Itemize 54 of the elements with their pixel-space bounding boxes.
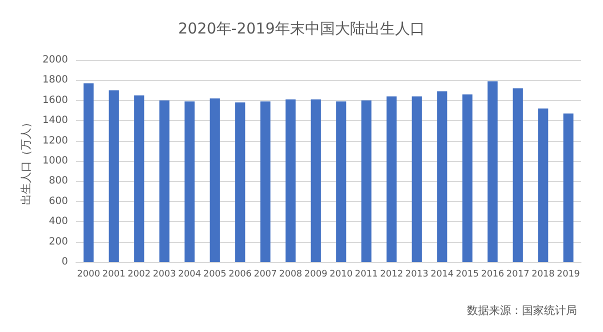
x-tick-label: 2007	[254, 270, 277, 280]
x-tick-label: 2015	[456, 270, 479, 280]
x-tick-label: 2017	[506, 270, 530, 280]
x-tick-label: 2013	[405, 270, 428, 280]
x-tick-label: 2003	[152, 270, 176, 280]
x-tick-label: 2019	[556, 270, 580, 280]
x-tick-label: 2018	[532, 270, 555, 280]
x-tick-label: 2009	[304, 270, 328, 280]
bar	[84, 83, 94, 262]
y-tick-label: 600	[48, 196, 68, 207]
bar	[462, 94, 472, 262]
x-tick-label: 2004	[178, 270, 202, 280]
bar	[108, 90, 119, 262]
y-tick-label: 2000	[42, 54, 68, 66]
y-tick-label: 1800	[42, 74, 68, 86]
bar	[563, 114, 574, 262]
bar	[210, 98, 220, 262]
bar	[310, 99, 321, 262]
bar	[488, 81, 498, 262]
bar	[538, 108, 548, 262]
bar	[159, 100, 170, 262]
y-axis-title: 出生人口（万人）	[20, 117, 33, 205]
y-tick-label: 1600	[42, 94, 68, 106]
y-tick-label: 400	[48, 216, 68, 228]
x-tick-label: 2012	[380, 270, 404, 280]
x-tick-label: 2001	[102, 270, 126, 280]
source-note: 数据来源：国家统计局	[467, 304, 577, 317]
bar	[386, 96, 397, 262]
bar	[361, 100, 372, 262]
chart-title: 2020年-2019年末中国大陆出生人口	[178, 20, 425, 38]
bar	[336, 101, 346, 262]
bar	[437, 91, 448, 262]
bar	[512, 88, 523, 262]
x-tick-label: 2006	[228, 270, 252, 280]
bar	[286, 99, 296, 262]
y-tick-label: 800	[48, 176, 68, 187]
x-tick-label: 2000	[77, 270, 100, 280]
y-tick-label: 200	[48, 236, 68, 248]
x-tick-label: 2014	[430, 270, 454, 280]
x-tick-label: 2005	[203, 270, 226, 280]
x-tick-label: 2002	[128, 270, 151, 280]
y-tick-label: 1000	[42, 156, 68, 166]
bar	[235, 102, 246, 262]
bar	[184, 101, 195, 262]
bar	[412, 96, 422, 262]
bar	[134, 95, 144, 262]
x-tick-label: 2011	[354, 270, 378, 280]
y-tick-label: 1200	[42, 135, 68, 146]
y-tick-label: 1400	[42, 115, 68, 126]
bar	[260, 101, 270, 262]
x-tick-label: 2016	[481, 270, 504, 280]
x-tick-label: 2010	[330, 270, 353, 280]
y-tick-label: 0	[62, 256, 68, 268]
x-tick-label: 2008	[279, 270, 302, 280]
